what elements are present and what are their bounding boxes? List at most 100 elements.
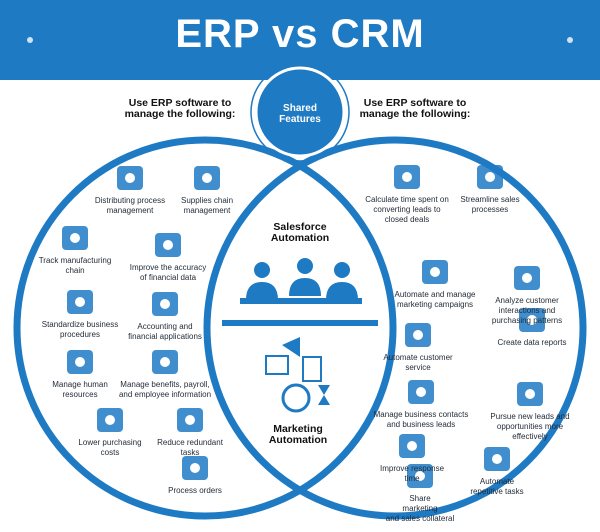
factory-icon bbox=[62, 226, 88, 250]
shared-line2: Features bbox=[279, 114, 321, 125]
right-item: Share marketing and sales collateral bbox=[386, 494, 454, 524]
calculator-icon bbox=[152, 292, 178, 316]
right-item-label: Analyze customer bbox=[495, 296, 559, 305]
left-item-label: of financial data bbox=[139, 273, 197, 282]
document-icon bbox=[67, 290, 93, 314]
funnel-icon bbox=[517, 382, 543, 406]
left-item-label: Track manufacturing bbox=[38, 256, 112, 265]
left-item-label: Accounting and bbox=[137, 322, 193, 331]
center-top-line1: Salesforce bbox=[273, 221, 327, 233]
right-item-label: effectively bbox=[512, 432, 548, 441]
crm-heading: Use ERP software to manage the following… bbox=[360, 98, 471, 120]
touch-automation-icon bbox=[484, 447, 510, 471]
presentation-icon bbox=[407, 464, 433, 488]
right-item: Manage business contacts and business lea… bbox=[374, 410, 469, 430]
right-item: Create data reports bbox=[498, 338, 567, 348]
report-icon bbox=[519, 308, 545, 332]
right-item-label: closed deals bbox=[384, 215, 430, 224]
right-item-label: and business leads bbox=[386, 420, 456, 429]
left-item-label: resources bbox=[62, 390, 98, 399]
right-item: Improve response time bbox=[380, 464, 444, 484]
left-item: Standardize business procedures bbox=[42, 320, 119, 340]
left-item-label: Process orders bbox=[168, 486, 222, 495]
crm-circle bbox=[203, 136, 587, 520]
right-item-label: repetitive tasks bbox=[470, 487, 524, 496]
shared-features-badge bbox=[254, 66, 346, 158]
center-top-line2: Automation bbox=[270, 232, 330, 244]
right-item: Automate customer service bbox=[383, 353, 452, 373]
right-item-label: processes bbox=[471, 205, 509, 214]
center-bottom-line2: Automation bbox=[268, 434, 328, 446]
left-item-label: and employee information bbox=[118, 390, 212, 399]
right-item-label: time bbox=[404, 474, 420, 483]
left-item-label: Lower purchasing bbox=[78, 438, 142, 447]
right-item-label: Streamline sales bbox=[460, 195, 520, 204]
left-item: Track manufacturing chain bbox=[39, 256, 112, 276]
right-item: Analyze customer interactions and purchasi… bbox=[492, 296, 562, 326]
left-item-label: Supplies chain bbox=[180, 196, 234, 205]
crm-heading-line2: manage the following: bbox=[359, 108, 471, 120]
financial-chart-icon bbox=[155, 233, 181, 257]
database-network-icon bbox=[117, 166, 143, 190]
erp-heading-line1: Use ERP software to bbox=[128, 97, 232, 109]
marketing-automation-label: Marketing Automation bbox=[269, 424, 327, 446]
right-item-label: Manage business contacts bbox=[373, 410, 469, 419]
salesforce-automation-label: Salesforce Automation bbox=[271, 222, 329, 244]
shared-features-label: Shared Features bbox=[279, 103, 321, 125]
left-item-label: procedures bbox=[59, 330, 101, 339]
center-bottom-line1: Marketing bbox=[273, 423, 323, 435]
right-item-label: interactions and bbox=[498, 306, 556, 315]
left-item: Manage benefits, payroll, and employee in… bbox=[119, 380, 211, 400]
erp-heading-line2: manage the following: bbox=[124, 108, 236, 120]
shared-line1: Shared bbox=[283, 103, 317, 114]
right-item-label: Calculate time spent on bbox=[365, 195, 449, 204]
left-item: Supplies chain management bbox=[181, 196, 233, 216]
left-item-label: Reduce redundant bbox=[157, 438, 223, 447]
left-item-label: management bbox=[106, 206, 154, 215]
right-item-label: Create data reports bbox=[497, 338, 567, 347]
left-item: Improve the accuracy of financial data bbox=[130, 263, 206, 283]
sales-agent-icon bbox=[477, 165, 503, 189]
marketing-tools-icon bbox=[265, 337, 330, 413]
call-center-agents-icon bbox=[240, 258, 362, 304]
service-bell-icon bbox=[394, 165, 420, 189]
growth-chart-icon bbox=[97, 408, 123, 432]
right-item-label: and sales collateral bbox=[385, 514, 455, 523]
right-item-label: Automate customer bbox=[383, 353, 453, 362]
right-item-label: marketing bbox=[402, 504, 438, 513]
left-item-label: tasks bbox=[180, 448, 200, 457]
handshake-icon bbox=[408, 380, 434, 404]
left-item-label: Manage human bbox=[52, 380, 108, 389]
right-item: Automate repetitive tasks bbox=[470, 477, 523, 497]
right-item: Pursue new leads and opportunities more ef… bbox=[490, 412, 569, 442]
left-item-label: financial applications bbox=[128, 332, 202, 341]
left-item-label: management bbox=[183, 206, 231, 215]
left-item-label: Manage benefits, payroll, bbox=[120, 380, 210, 389]
process-flow-icon bbox=[182, 456, 208, 480]
right-item-label: Pursue new leads and bbox=[490, 412, 570, 421]
left-item-label: Distributing process bbox=[94, 196, 166, 205]
right-item: Automate and manage marketing campaigns bbox=[395, 290, 476, 310]
right-item-label: purchasing patterns bbox=[491, 316, 563, 325]
decor-dot bbox=[567, 37, 573, 43]
left-item: Distributing process management bbox=[95, 196, 165, 216]
analytics-search-icon bbox=[514, 266, 540, 290]
left-item: Accounting and financial applications bbox=[128, 322, 202, 342]
right-item-label: Automate and manage bbox=[394, 290, 476, 299]
right-item: Streamline sales processes bbox=[460, 195, 519, 215]
left-item-label: Standardize business bbox=[41, 320, 119, 329]
customer-group-icon bbox=[405, 323, 431, 347]
payroll-icon bbox=[152, 350, 178, 374]
erp-circle bbox=[13, 136, 397, 520]
infinity-icon bbox=[177, 408, 203, 432]
erp-heading: Use ERP software to manage the following… bbox=[125, 98, 236, 120]
right-item-label: marketing campaigns bbox=[396, 300, 474, 309]
right-item-label: service bbox=[405, 363, 431, 372]
left-item: Lower purchasing costs bbox=[78, 438, 141, 458]
right-item-label: Share bbox=[409, 494, 431, 503]
decor-dot bbox=[27, 37, 33, 43]
left-item: Reduce redundant tasks bbox=[157, 438, 223, 458]
left-item-label: costs bbox=[100, 448, 120, 457]
